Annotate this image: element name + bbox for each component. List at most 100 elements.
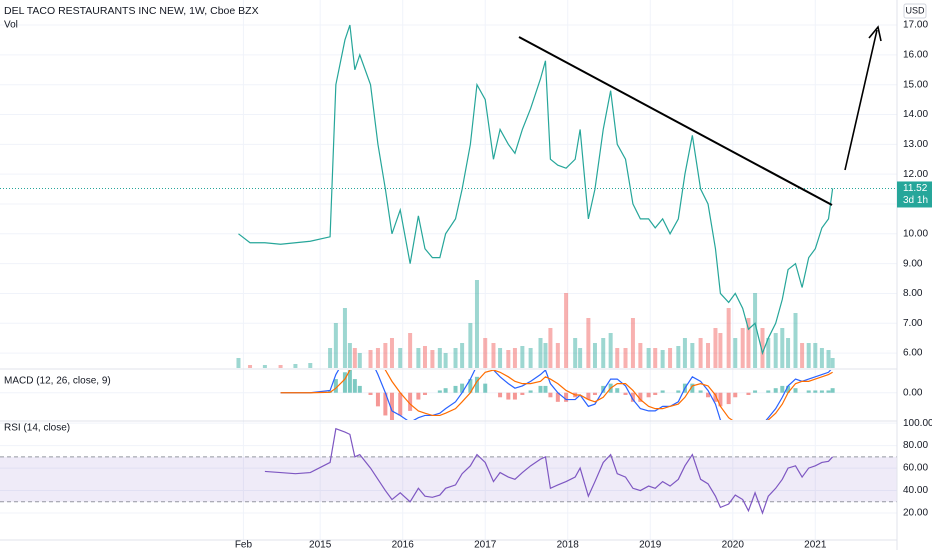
y-tick-label: 10.00 xyxy=(903,228,928,239)
histogram-bar xyxy=(398,392,403,416)
histogram-bar xyxy=(601,385,606,393)
y-tick-label: 14.00 xyxy=(903,109,928,120)
y-tick-label: 16.00 xyxy=(903,50,928,61)
histogram-bar xyxy=(623,392,628,395)
x-tick-label: 2017 xyxy=(474,540,497,550)
histogram-bar xyxy=(766,390,771,393)
volume-bar xyxy=(753,293,758,368)
histogram-bar xyxy=(555,392,560,402)
volume-bar xyxy=(347,343,352,368)
volume-bar xyxy=(474,280,479,368)
line xyxy=(264,427,834,515)
volume-bar xyxy=(383,343,388,368)
histogram-bar xyxy=(733,392,738,398)
volume-bar xyxy=(555,343,560,368)
histogram-bar xyxy=(443,388,448,393)
signal-line xyxy=(280,370,833,420)
volume-bar xyxy=(538,338,543,368)
histogram-bar xyxy=(638,392,643,402)
histogram-bar xyxy=(347,370,352,393)
volume-bar xyxy=(573,338,578,368)
volume-bar xyxy=(623,348,628,368)
histogram-bar xyxy=(826,390,831,393)
histogram-bar xyxy=(830,388,835,393)
volume-bar xyxy=(830,358,835,368)
volume-bar xyxy=(615,348,620,368)
volume-bar xyxy=(793,313,798,368)
volume-bar xyxy=(333,323,338,368)
histogram-bar xyxy=(375,392,380,407)
y-tick-label: 17.00 xyxy=(903,20,928,31)
pane xyxy=(0,24,897,368)
arrow-line xyxy=(844,29,878,171)
y-tick-label: 13.00 xyxy=(903,139,928,150)
histogram-bar xyxy=(422,392,427,395)
volume-label: Vol xyxy=(4,20,18,31)
volume-bar xyxy=(586,318,591,368)
volume-bar xyxy=(460,343,465,368)
volume-bar xyxy=(483,338,488,368)
y-tick-label: 15.00 xyxy=(903,79,928,90)
histogram-bar xyxy=(453,385,458,393)
histogram-bar xyxy=(416,392,421,400)
pane xyxy=(280,370,835,420)
volume-bar xyxy=(422,346,427,368)
x-tick-label: Feb xyxy=(235,540,253,550)
histogram-bar xyxy=(498,392,503,398)
volume-bar xyxy=(293,364,298,368)
y-tick-label: 8.00 xyxy=(903,288,923,299)
histogram-bar xyxy=(437,390,442,393)
rsi-title: RSI (14, close) xyxy=(4,423,70,434)
volume-bar xyxy=(718,333,723,368)
y-tick-label: 6.00 xyxy=(903,348,923,359)
histogram-bar xyxy=(468,379,473,393)
last-price-label: 11.52 xyxy=(903,183,928,194)
histogram-bar xyxy=(548,392,553,398)
volume-bar xyxy=(733,338,738,368)
histogram-bar xyxy=(706,392,711,398)
volume-bar xyxy=(398,348,403,368)
histogram-bar xyxy=(780,385,785,393)
x-tick-label: 2020 xyxy=(722,540,745,550)
volume-bar xyxy=(416,348,421,368)
volume-bar xyxy=(248,365,253,368)
volume-bar xyxy=(726,308,731,368)
volume-bar xyxy=(653,348,658,368)
volume-bar xyxy=(352,348,357,368)
volume-bar xyxy=(668,348,673,368)
last-price-box xyxy=(897,181,932,208)
volume-bar xyxy=(676,346,681,368)
volume-bar xyxy=(813,343,818,368)
volume-bar xyxy=(389,338,394,368)
countdown: 3d 1h xyxy=(903,195,928,206)
volume-bar xyxy=(368,350,373,368)
x-tick-label: 2019 xyxy=(639,540,662,550)
volume-bar xyxy=(786,338,791,368)
volume-bar xyxy=(506,350,511,368)
volume-bar xyxy=(278,365,283,368)
y-tick-label: 0.00 xyxy=(903,387,923,398)
histogram-bar xyxy=(538,385,543,393)
volume-bar xyxy=(548,328,553,368)
chart-title: DEL TACO RESTAURANTS INC NEW, 1W, Cboe B… xyxy=(4,5,259,17)
y-tick-label: 80.00 xyxy=(903,440,928,451)
volume-bar xyxy=(780,328,785,368)
currency-box xyxy=(903,3,927,19)
histogram-bar xyxy=(528,390,533,393)
volume-bar xyxy=(430,350,435,368)
histogram-bar xyxy=(389,392,394,420)
histogram-bar xyxy=(773,388,778,393)
volume-bar xyxy=(746,318,751,368)
histogram-bar xyxy=(690,383,695,393)
volume-bar xyxy=(713,328,718,368)
histogram-bar xyxy=(352,379,357,393)
volume-bar xyxy=(800,343,805,368)
histogram-bar xyxy=(368,392,373,395)
histogram-bar xyxy=(819,390,824,393)
volume-bar xyxy=(826,350,831,368)
histogram-bar xyxy=(793,388,798,393)
volume-bar xyxy=(528,348,533,368)
histogram-bar xyxy=(357,385,362,393)
histogram-bar xyxy=(718,392,723,407)
